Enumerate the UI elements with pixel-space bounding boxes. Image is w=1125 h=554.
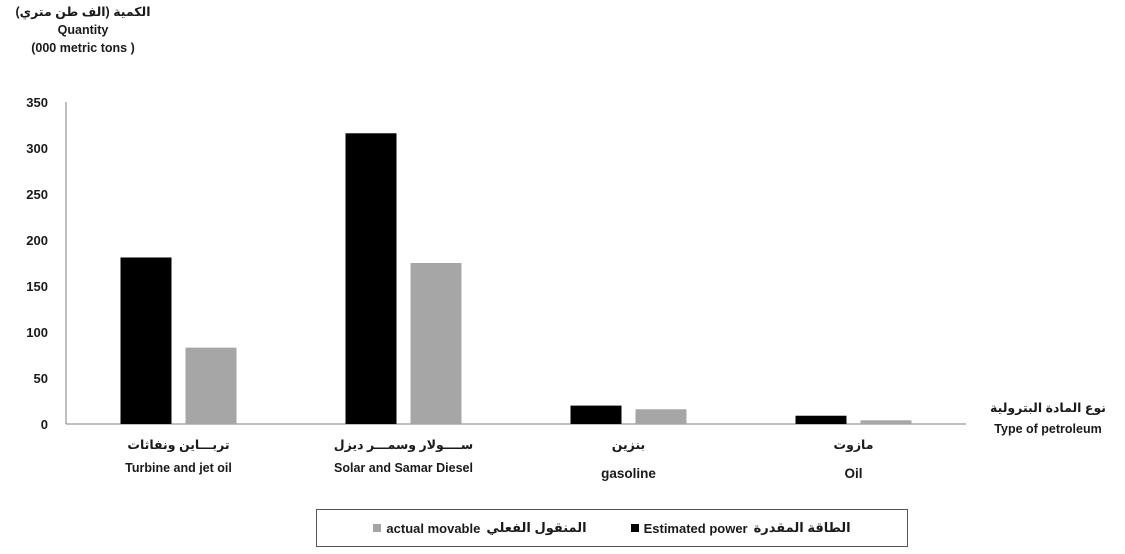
y-tick-label: 200 xyxy=(26,233,48,248)
x-tick-label-arabic: تربـــاين ونفاثات xyxy=(127,438,229,452)
bar-estimated-power xyxy=(796,416,847,424)
y-tick-label: 150 xyxy=(26,279,48,294)
x-tick-label-arabic: بنزين xyxy=(612,438,646,452)
bar-estimated-power xyxy=(346,133,397,424)
legend-label-estimated-power-en: Estimated power xyxy=(644,521,748,536)
x-axis-title: نوع المادة البترولية Type of petroleum xyxy=(978,398,1118,440)
x-tick-label-english: Turbine and jet oil xyxy=(125,461,232,475)
x-axis-title-arabic: نوع المادة البترولية xyxy=(978,398,1118,419)
legend-label-actual-movable-en: actual movable xyxy=(386,521,480,536)
y-tick-label: 100 xyxy=(26,325,48,340)
y-tick-label: 250 xyxy=(26,187,48,202)
x-tick-label-arabic: ســــولار وسمـــر ديزل xyxy=(334,438,473,452)
bar-actual-movable xyxy=(186,348,237,424)
x-axis-title-english: Type of petroleum xyxy=(978,419,1118,440)
x-tick-label-arabic: مازوت xyxy=(834,438,874,452)
y-tick-label: 50 xyxy=(34,371,48,386)
bar-actual-movable xyxy=(636,409,687,424)
legend: actual movable المنقول الفعلي Estimated … xyxy=(316,509,908,547)
bar-estimated-power xyxy=(571,406,622,424)
y-tick-label: 0 xyxy=(41,417,48,432)
legend-swatch-estimated-power xyxy=(631,524,639,532)
x-tick-label-english: Oil xyxy=(844,466,862,481)
legend-item-actual-movable: actual movable المنقول الفعلي xyxy=(373,520,586,536)
legend-label-actual-movable-ar: المنقول الفعلي xyxy=(486,520,586,536)
bar-estimated-power xyxy=(121,257,172,424)
bar-actual-movable xyxy=(861,420,912,424)
y-tick-label: 300 xyxy=(26,141,48,156)
y-tick-label: 350 xyxy=(26,95,48,110)
bar-actual-movable xyxy=(411,263,462,424)
x-tick-label-english: gasoline xyxy=(601,466,656,481)
legend-swatch-actual-movable xyxy=(373,524,381,532)
x-tick-label-english: Solar and Samar Diesel xyxy=(334,461,473,475)
legend-item-estimated-power: Estimated power الطاقة المقدرة xyxy=(631,520,851,536)
legend-label-estimated-power-ar: الطاقة المقدرة xyxy=(754,520,851,536)
